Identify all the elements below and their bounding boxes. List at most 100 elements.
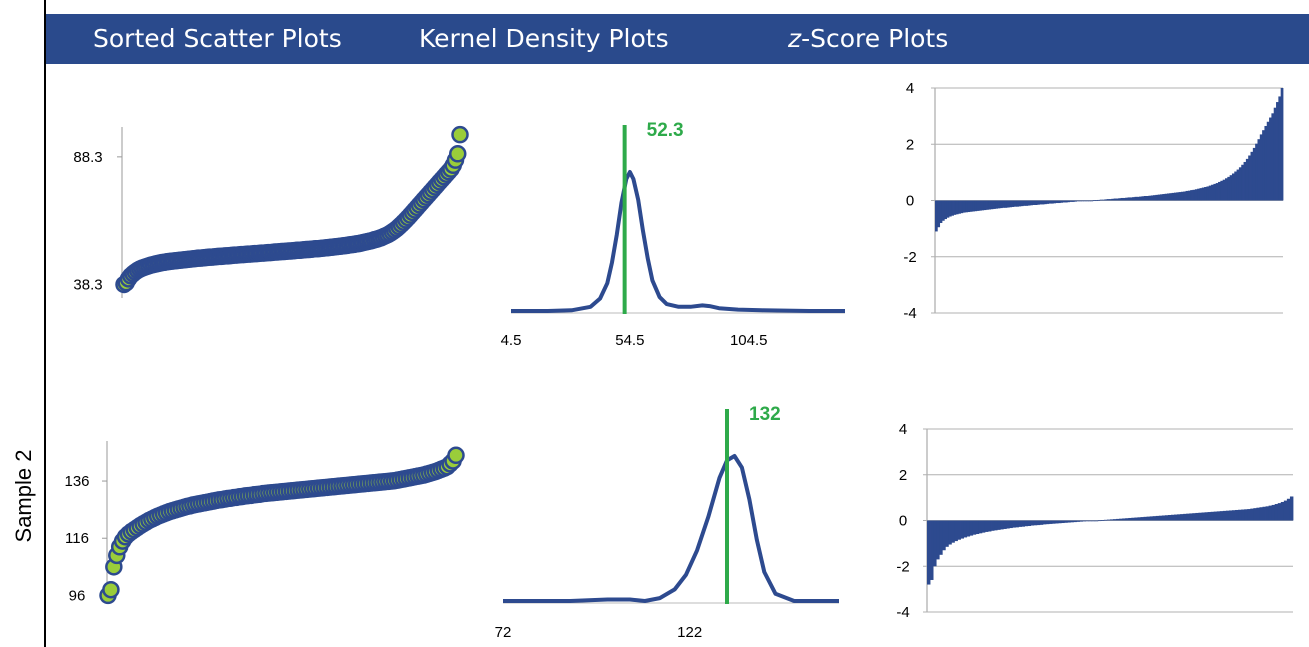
z-bar: [1052, 520, 1056, 524]
z-bar: [1232, 510, 1236, 521]
z-bar: [1119, 518, 1123, 521]
z-bar: [1045, 520, 1050, 525]
z-bar: [1194, 189, 1198, 201]
z-bar: [1141, 196, 1145, 201]
z-y-tick-label: -2: [896, 558, 909, 575]
scatter-point: [447, 446, 465, 465]
z-bar: [1195, 512, 1199, 521]
scatter-y-tick-label: 116: [65, 530, 89, 547]
z-bar: [1090, 200, 1094, 202]
z-bar: [1207, 512, 1212, 521]
z-bar: [1273, 107, 1277, 201]
z-bar: [951, 200, 954, 216]
z-bar: [1064, 200, 1068, 203]
z-bar: [1236, 169, 1240, 201]
z-bar: [1178, 192, 1182, 201]
z-bar: [962, 200, 966, 213]
z-bar: [994, 520, 998, 531]
z-bar: [1041, 200, 1045, 205]
z-bar: [1218, 181, 1221, 201]
z-bar: [1274, 504, 1279, 521]
z-bar: [1111, 198, 1115, 201]
z-bar: [1289, 496, 1294, 521]
z-bar: [1062, 200, 1066, 203]
column-header-bar: Sorted Scatter Plots Kernel Density Plot…: [46, 14, 1309, 64]
z-bar: [1131, 517, 1135, 521]
z-bar: [1192, 513, 1196, 521]
z-bar: [1076, 200, 1080, 202]
header-z-italic: z: [788, 24, 802, 53]
z-bar: [963, 520, 968, 538]
z-bar: [1069, 200, 1073, 202]
z-bar: [1015, 520, 1019, 528]
z-bar: [1169, 193, 1173, 201]
z-bar: [1152, 516, 1157, 521]
z-bar: [975, 520, 980, 534]
z-bar: [1009, 200, 1012, 208]
z-bar: [1225, 510, 1230, 521]
z-bar: [1183, 513, 1187, 521]
z-bar: [1113, 198, 1117, 201]
z-bar: [1018, 520, 1022, 527]
z-bar: [1174, 514, 1178, 521]
z-bar: [1215, 183, 1219, 201]
z-bar: [1120, 197, 1124, 201]
z-bar: [1104, 199, 1108, 201]
z-bar: [1210, 511, 1215, 521]
header-z-rest: -Score Plots: [801, 24, 949, 53]
z-bar: [1088, 200, 1091, 202]
z-bar: [1245, 158, 1249, 201]
z-bar: [984, 520, 989, 532]
z-bar: [1097, 199, 1101, 201]
left-divider: [44, 0, 46, 647]
z-bar: [1030, 200, 1033, 206]
z-bar: [1192, 189, 1196, 201]
kde-x-tick-label: 122: [677, 624, 702, 641]
z-bar: [1053, 200, 1057, 204]
z-bar: [1095, 200, 1098, 202]
z-bar: [1146, 516, 1151, 521]
z-bar: [995, 200, 999, 209]
z-bar: [1016, 200, 1019, 207]
z-bar: [948, 520, 952, 545]
z-bar: [1150, 195, 1154, 201]
z-bar: [1268, 505, 1273, 521]
z-bar: [1051, 200, 1054, 204]
z-bar: [1011, 200, 1015, 207]
z-bar: [990, 200, 994, 210]
z-bar: [1048, 200, 1052, 204]
z-bar: [1018, 200, 1022, 207]
z-bar: [1125, 518, 1129, 521]
z-bar: [1115, 198, 1119, 201]
z-bar: [1262, 130, 1265, 201]
z-bar: [1206, 186, 1210, 201]
z-score-plot-1: [931, 87, 1284, 314]
z-bar: [1106, 519, 1111, 521]
z-bar: [957, 520, 961, 540]
header-kernel-density: Kernel Density Plots: [419, 24, 669, 53]
z-bar: [1000, 520, 1004, 530]
z-y-tick-label: -4: [896, 604, 909, 621]
z-bar: [1199, 188, 1203, 201]
z-bar: [1204, 187, 1207, 201]
z-bar: [1167, 515, 1172, 521]
z-bar: [1187, 190, 1191, 201]
z-y-tick-label: 2: [906, 136, 914, 153]
z-bar: [1176, 192, 1179, 201]
z-bar: [1044, 200, 1047, 205]
z-bar: [1234, 171, 1237, 201]
kde-density-line: [503, 454, 839, 603]
z-bar: [1250, 151, 1254, 201]
z-bar: [1255, 143, 1258, 201]
z-bar: [1027, 520, 1032, 526]
z-bar: [1076, 520, 1080, 522]
z-bar: [1061, 520, 1065, 524]
z-bar: [1238, 167, 1242, 201]
sorted-scatter-plot-2: [99, 441, 465, 605]
z-bar: [1276, 102, 1279, 201]
z-bar: [1079, 520, 1083, 522]
z-bar: [1213, 511, 1218, 521]
z-bar: [1148, 195, 1152, 201]
